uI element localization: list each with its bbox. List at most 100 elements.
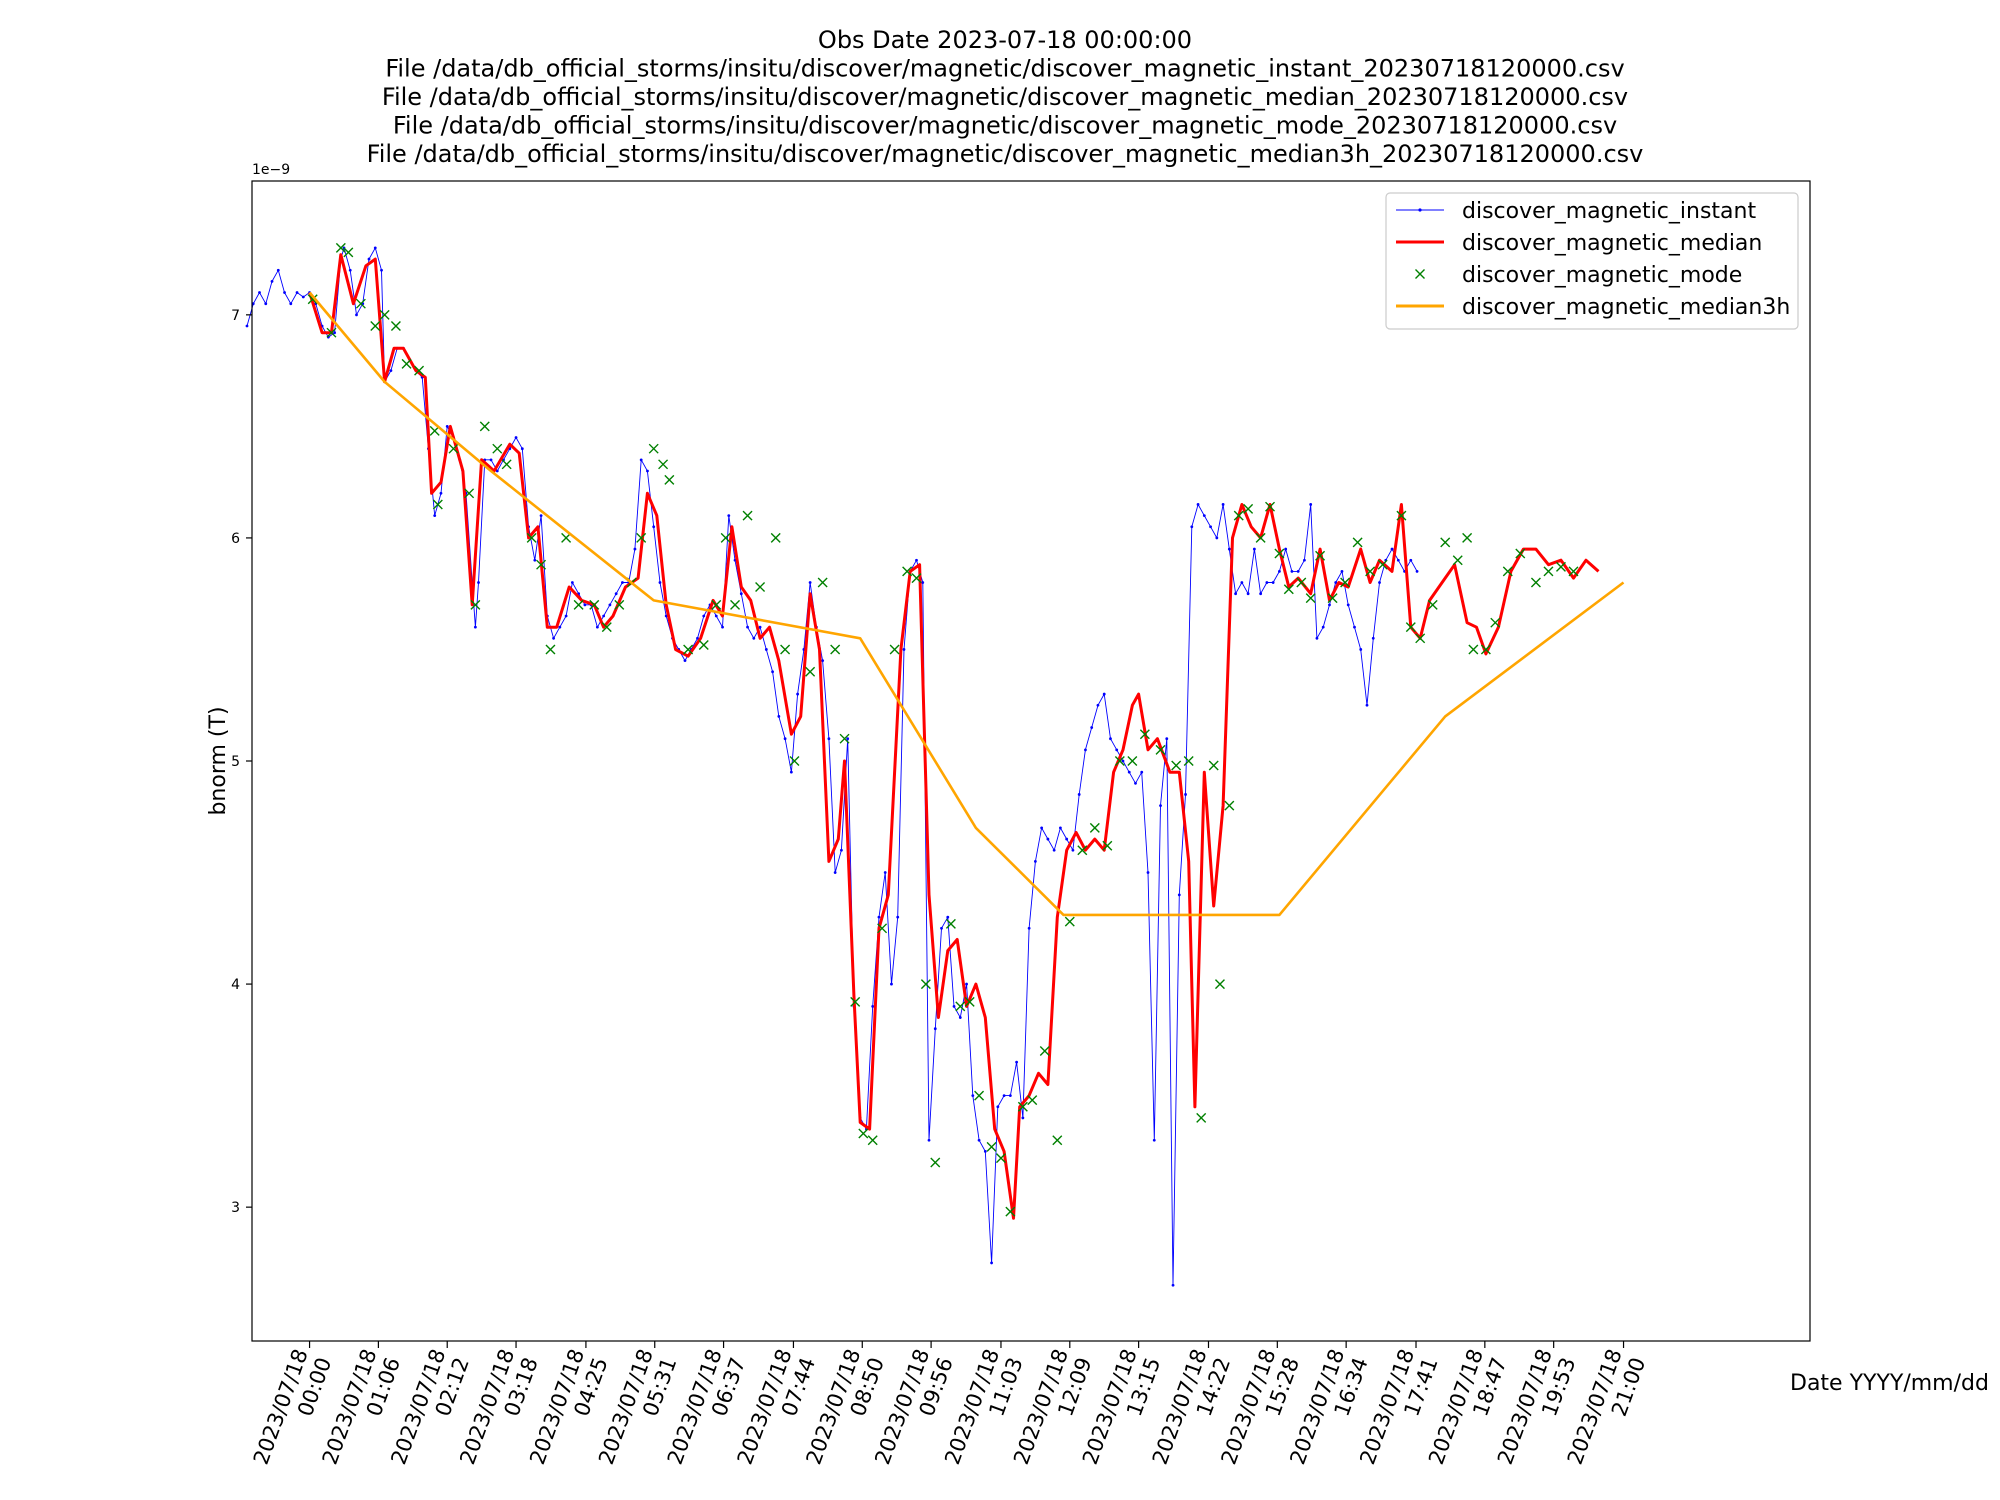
- instant-point: [614, 592, 618, 596]
- instant-point: [833, 871, 837, 874]
- instant-point: [739, 592, 743, 596]
- instant-point: [1271, 581, 1275, 584]
- mode-marker: [1089, 822, 1100, 833]
- instant-point: [1209, 525, 1212, 529]
- instant-point: [721, 625, 724, 629]
- instant-point: [1090, 726, 1094, 729]
- y-axis-label: bnorm (T): [206, 706, 231, 815]
- mode-marker: [877, 923, 888, 934]
- plot-area: [245, 242, 1625, 1287]
- mode-marker: [589, 599, 600, 610]
- mode-marker: [805, 666, 816, 677]
- instant-point: [608, 603, 612, 607]
- mode-marker: [464, 488, 475, 499]
- series-discover_magnetic_mode: [307, 242, 1579, 1217]
- mode-marker: [974, 1090, 985, 1101]
- instant-point: [1240, 581, 1244, 584]
- instant-point: [433, 514, 437, 518]
- mode-marker: [1214, 979, 1225, 990]
- legend-item: discover_magnetic_median3h: [1396, 295, 1790, 320]
- instant-point: [1202, 514, 1206, 518]
- mode-marker: [648, 443, 659, 454]
- instant-point: [646, 469, 649, 473]
- instant-point: [1052, 848, 1056, 852]
- mode-marker: [370, 321, 381, 331]
- mode-marker: [1274, 548, 1285, 559]
- mode-marker: [889, 644, 900, 655]
- mode-marker: [355, 298, 366, 309]
- instant-point: [1121, 759, 1125, 763]
- mode-marker: [448, 443, 459, 454]
- instant-point: [1284, 547, 1288, 551]
- instant-point: [1371, 636, 1375, 640]
- mode-marker: [720, 532, 731, 543]
- instant-point: [764, 648, 768, 651]
- instant-point: [1115, 748, 1119, 752]
- mode-marker: [1568, 566, 1579, 577]
- instant-point: [539, 514, 543, 518]
- mode-marker: [492, 443, 503, 454]
- instant-point: [373, 246, 377, 250]
- instant-point: [514, 436, 518, 439]
- instant-point: [1177, 893, 1181, 897]
- instant-point: [1159, 804, 1162, 808]
- mode-marker: [1377, 559, 1388, 570]
- instant-point: [746, 625, 749, 629]
- instant-point: [348, 268, 352, 272]
- instant-point: [367, 257, 371, 261]
- mode-marker: [307, 294, 318, 305]
- instant-point: [264, 302, 268, 306]
- mode-marker: [1440, 537, 1451, 548]
- instant-point: [1109, 737, 1112, 741]
- instant-point: [1221, 503, 1225, 506]
- legend-swatch-dot: [1418, 208, 1422, 212]
- instant-point: [1409, 558, 1413, 562]
- instant-point: [1027, 926, 1031, 930]
- instant-point: [333, 331, 336, 335]
- mode-marker: [1427, 599, 1438, 610]
- instant-point: [1046, 837, 1050, 841]
- mode-marker: [1468, 644, 1479, 655]
- instant-point: [1359, 648, 1363, 651]
- instant-point: [1215, 536, 1219, 540]
- instant-point: [289, 302, 293, 306]
- mode-marker: [1208, 760, 1219, 771]
- mode-marker: [995, 1153, 1006, 1164]
- instant-point: [808, 581, 812, 584]
- x-axis: 2023/07/1800:002023/07/1801:062023/07/18…: [249, 1341, 1650, 1468]
- instant-point: [355, 313, 358, 317]
- instant-point: [752, 636, 756, 640]
- instant-point: [1234, 592, 1238, 596]
- instant-point: [1140, 770, 1144, 774]
- mode-marker: [1077, 845, 1088, 856]
- instant-point: [570, 581, 574, 584]
- mode-marker: [1327, 593, 1338, 604]
- mode-marker: [770, 532, 781, 543]
- instant-point: [1190, 525, 1194, 529]
- instant-point: [1071, 848, 1075, 852]
- y-axis: 3 4 5 6 7: [231, 308, 252, 1216]
- series-line: [308, 291, 1625, 917]
- mode-marker: [1340, 577, 1351, 588]
- instant-point: [1152, 1138, 1156, 1142]
- instant-point: [1021, 1116, 1025, 1120]
- instant-point: [796, 692, 800, 696]
- instant-point: [1002, 1094, 1006, 1098]
- instant-point: [1278, 569, 1281, 573]
- instant-point: [983, 1149, 987, 1153]
- mode-marker: [1296, 577, 1307, 588]
- mode-marker: [573, 599, 584, 610]
- mode-marker: [1127, 756, 1138, 766]
- mode-marker: [1462, 532, 1473, 543]
- instant-point: [683, 659, 687, 663]
- mode-marker: [711, 599, 722, 610]
- x-axis-label: Date YYYY/mm/dd: [1790, 1371, 1989, 1396]
- mode-marker: [536, 559, 547, 570]
- mode-marker: [526, 532, 537, 543]
- mode-marker: [858, 1128, 869, 1139]
- instant-point: [1033, 859, 1037, 863]
- instant-point: [558, 625, 562, 629]
- instant-point: [1321, 625, 1325, 629]
- instant-point: [276, 268, 280, 272]
- mode-marker: [1017, 1101, 1028, 1112]
